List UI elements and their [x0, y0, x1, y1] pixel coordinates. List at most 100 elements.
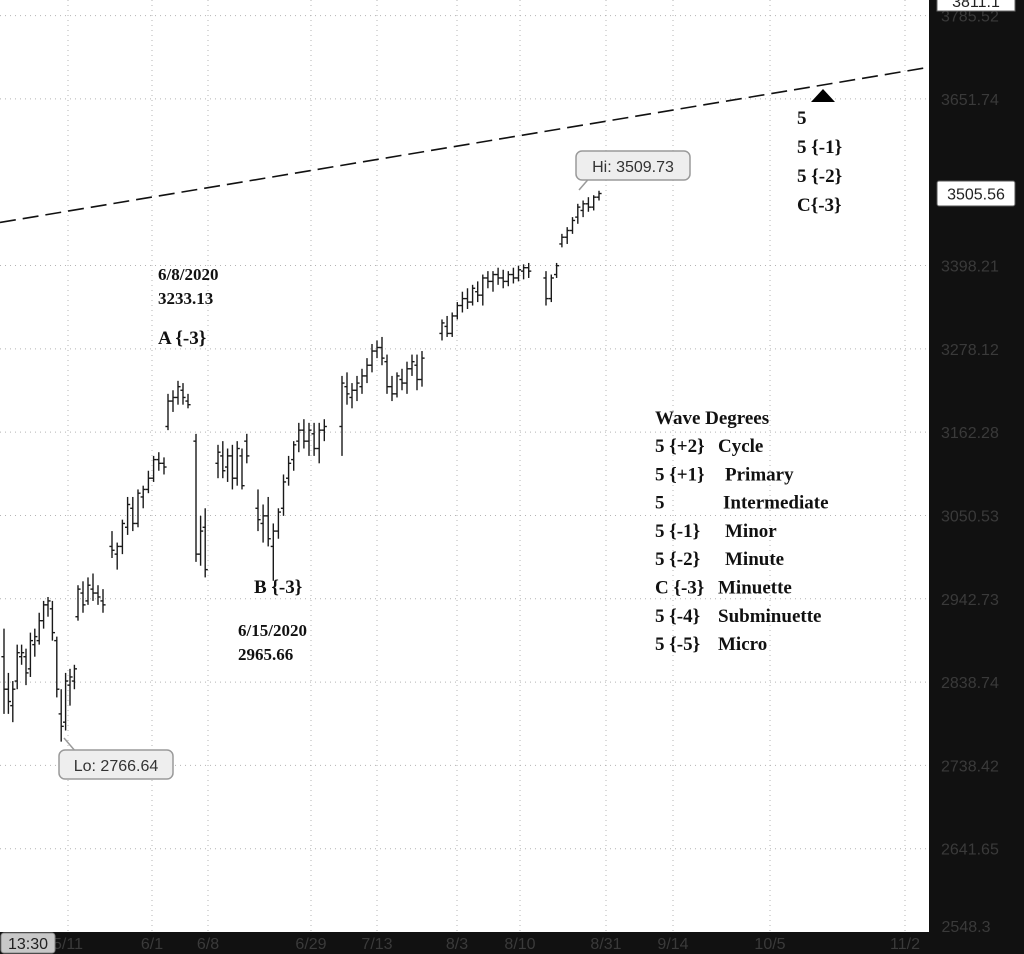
- y-tick-label: 3050.53: [941, 508, 999, 525]
- ohlc-bar: [364, 358, 370, 384]
- top-price-label: 3811.1: [936, 0, 1016, 12]
- y-tick-label: 2641.65: [941, 842, 999, 859]
- y-tick-label: 2738.42: [941, 758, 999, 775]
- x-tick-label: 8/3: [446, 936, 468, 953]
- last-price-label[interactable]: 3505.56: [936, 180, 1016, 207]
- ohlc-bar: [239, 448, 245, 490]
- wave-degrees-title: Wave Degrees: [655, 408, 769, 429]
- x-tick-label: 9/14: [657, 936, 688, 953]
- ohlc-bar: [75, 585, 81, 621]
- price-axis-ticks: 3785.52 3651.74 3398.21 3278.12 3162.28 3050.…: [941, 9, 999, 859]
- wave-degree-name: Subminuette: [718, 606, 821, 627]
- wave-degree-name: Minute: [725, 549, 784, 570]
- high-bubble-text: Hi: 3509.73: [592, 159, 674, 176]
- ohlc-bar: [580, 200, 586, 218]
- ohlc-bar: [575, 203, 581, 224]
- ohlc-bar: [49, 600, 55, 641]
- y-tick-label: 3162.28: [941, 425, 999, 442]
- time-axis-ticks: 5/11 6/1 6/8 6/29 7/13 8/3 8/10 8/31 9/14 10/5 11/…: [53, 936, 920, 953]
- ohlc-bar: [359, 368, 365, 394]
- y-tick-label: 3398.21: [941, 259, 999, 276]
- ohlc-bar: [470, 284, 476, 306]
- time-box: 13:30: [0, 932, 56, 954]
- ohlc-bar: [454, 302, 460, 320]
- ohlc-bar: [554, 262, 560, 278]
- ohlc-bar: [409, 354, 415, 376]
- ohlc-bar: [71, 664, 77, 690]
- wave-a-label: A {-3}: [158, 328, 206, 349]
- ohlc-bar: [229, 444, 235, 490]
- ohlc-bar: [275, 508, 281, 539]
- x-tick-label: 6/8: [197, 936, 219, 953]
- ohlc-bar: [444, 315, 450, 337]
- ohlc-bar: [145, 470, 151, 494]
- ohlc-bar: [280, 474, 287, 516]
- ohlc-bar: [464, 288, 471, 310]
- ohlc-bar: [316, 422, 322, 464]
- x-tick-label: 8/31: [590, 936, 621, 953]
- wave-degree-name: Cycle: [718, 436, 763, 457]
- time-axis[interactable]: [0, 932, 1024, 954]
- ohlc-bar: [14, 644, 20, 690]
- ohlc-bar: [459, 291, 465, 313]
- ohlc-bar: [202, 508, 208, 578]
- ohlc-bar: [109, 531, 115, 558]
- ohlc-bar: [500, 269, 506, 289]
- wave-degree-number: 5 {+2}: [655, 436, 705, 457]
- ohlc-bar: [234, 441, 240, 486]
- ohlc-bar: [125, 496, 131, 535]
- target-triangle-icon[interactable]: [811, 89, 835, 102]
- ohlc-bar: [306, 422, 312, 456]
- ohlc-bar: [559, 233, 565, 248]
- ohlc-bar: [485, 271, 491, 289]
- ohlc-bar: [85, 577, 91, 605]
- y-tick-label: 2838.74: [941, 675, 999, 692]
- ohlc-bar: [521, 264, 527, 280]
- ohlc-bar: [140, 485, 146, 509]
- ohlc-bar: [23, 648, 29, 686]
- ohlc-bar: [399, 368, 405, 391]
- target-label-1: 5: [797, 108, 807, 129]
- ohlc-bar: [151, 455, 157, 482]
- ohlc-bar: [543, 271, 549, 306]
- ohlc-bar: [130, 496, 136, 532]
- ohlc-bar: [19, 644, 25, 665]
- ohlc-bar: [515, 265, 522, 282]
- ohlc-bar: [354, 375, 360, 402]
- ohlc-bars: [1, 190, 602, 742]
- ohlc-bar: [67, 668, 73, 706]
- ohlc-bar: [394, 372, 400, 398]
- ohlc-bar: [175, 380, 181, 405]
- ohlc-bar: [265, 496, 271, 547]
- ohlc-bar: [286, 455, 292, 486]
- x-tick-label: 6/1: [141, 936, 163, 953]
- ohlc-bar: [100, 589, 106, 613]
- wave-degree-number: 5 {-4}: [655, 606, 700, 627]
- x-tick-label: 6/29: [295, 936, 326, 953]
- ohlc-bar: [339, 375, 345, 456]
- low-bubble: Lo: 2766.64: [58, 737, 174, 780]
- ohlc-bar: [270, 523, 276, 581]
- wave-degree-number: 5 {-5}: [655, 634, 700, 655]
- price-axis[interactable]: [929, 0, 1024, 932]
- ohlc-bar: [119, 519, 125, 555]
- ohlc-bar: [225, 448, 231, 482]
- wave-b-label: B {-3}: [254, 577, 302, 598]
- wave-degree-number: 5 {-2}: [655, 549, 700, 570]
- top-price-text: 3811.1: [952, 0, 1000, 11]
- ohlc-bar: [95, 585, 101, 605]
- ohlc-bar: [198, 515, 204, 566]
- ohlc-bar: [10, 681, 16, 723]
- wave-degree-name: Minor: [725, 521, 777, 542]
- ohlc-bar: [495, 267, 501, 285]
- wave-a-price: 3233.13: [158, 289, 213, 308]
- wave-degree-number: C {-3}: [655, 578, 704, 599]
- ohlc-bar: [439, 319, 445, 341]
- ohlc-bar: [296, 422, 302, 453]
- ohlc-bar: [156, 452, 162, 471]
- bottom-price-label: 2548.3: [929, 918, 1024, 936]
- trendline[interactable]: [0, 66, 930, 224]
- target-label-4: C{-3}: [797, 195, 842, 216]
- ohlc-bar: [170, 390, 176, 412]
